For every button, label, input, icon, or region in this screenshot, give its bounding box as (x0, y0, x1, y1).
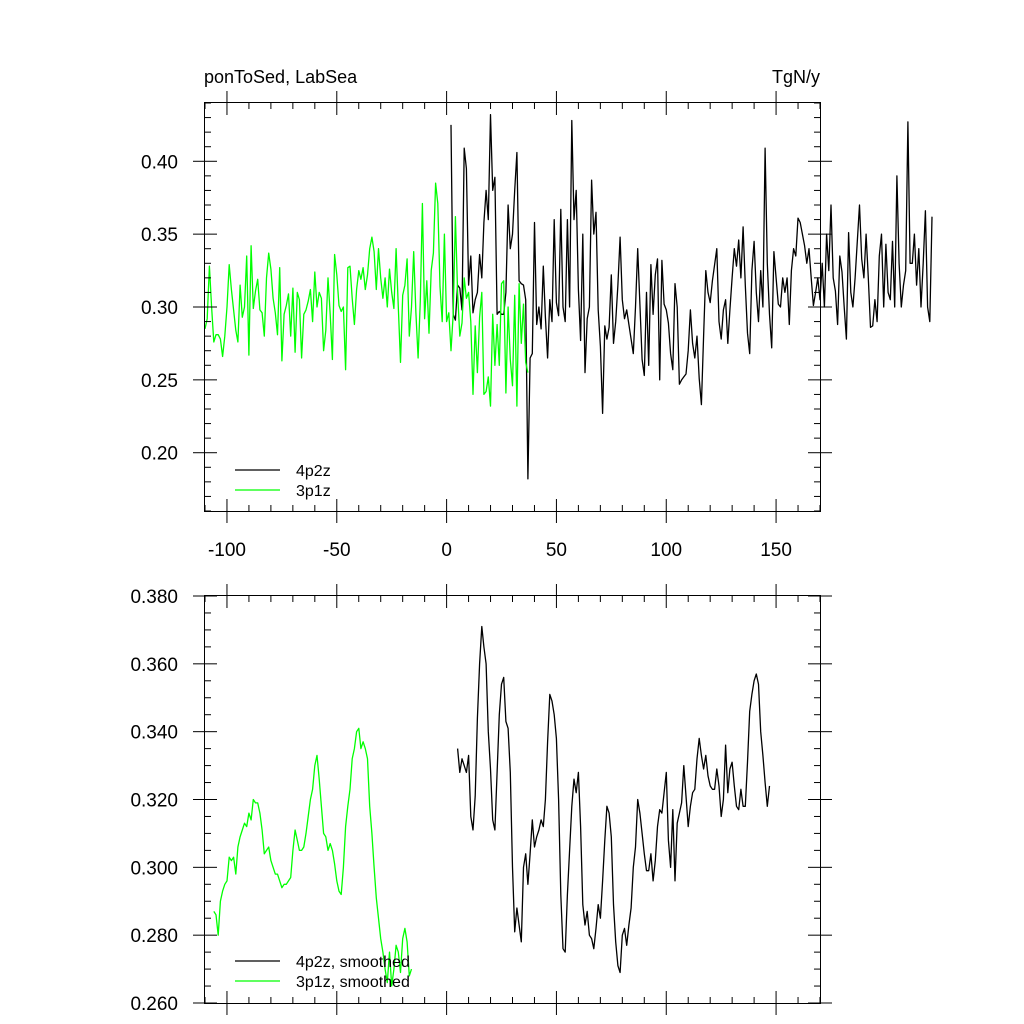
top-tick-labels: -100 -50 0 50 100 150 0.20 0.25 0.30 0.35 0.40 (141, 152, 792, 561)
x-tick-label: -100 (208, 540, 246, 561)
top-series-layer (204, 114, 933, 480)
series-line-0-1 (204, 182, 529, 407)
top-legend: 4p2z 3p1z (235, 463, 331, 500)
bottom-legend: 4p2z, smoothed 3p1z, smoothed (235, 954, 410, 991)
legend-label-4p2z: 4p2z (296, 463, 331, 480)
y-tick-label: 0.320 (130, 791, 178, 812)
y-tick-label: 0.260 (130, 994, 178, 1015)
x-tick-label: -50 (323, 540, 350, 561)
y-tick-label: 0.35 (141, 225, 178, 246)
y-tick-label: 0.300 (130, 858, 178, 879)
bottom-tick-labels: 0.260 0.280 0.300 0.320 0.340 0.360 0.380 (130, 587, 178, 1015)
legend-label-3p1z: 3p1z (296, 483, 331, 500)
top-chart-panel: ponToSed, LabSea TgN/y -100 -50 0 50 100 150 0… (141, 67, 933, 561)
bottom-chart-panel: 0.260 0.280 0.300 0.320 0.340 0.360 0.380 4p2z… (130, 584, 832, 1015)
y-tick-label: 0.360 (130, 655, 178, 676)
top-chart-left-title: ponToSed, LabSea (204, 67, 358, 87)
bottom-series-layer (213, 625, 771, 987)
x-tick-label: 0 (441, 540, 452, 561)
y-tick-label: 0.340 (130, 723, 178, 744)
y-tick-label: 0.280 (130, 926, 178, 947)
y-tick-label: 0.380 (130, 587, 178, 608)
top-plot-frame (204, 102, 821, 512)
series-line-1-0 (456, 625, 771, 974)
series-line-1-1 (213, 727, 413, 987)
legend-label-4p2z-smoothed: 4p2z, smoothed (296, 954, 410, 971)
bottom-ticks-layer (193, 584, 832, 1015)
x-tick-label: 50 (546, 540, 567, 561)
y-tick-label: 0.20 (141, 444, 178, 465)
legend-label-3p1z-smoothed: 3p1z, smoothed (296, 974, 410, 991)
x-tick-label: 150 (760, 540, 792, 561)
y-tick-label: 0.30 (141, 298, 178, 319)
top-chart-right-title: TgN/y (772, 67, 820, 87)
bottom-plot-frame (204, 595, 821, 1004)
series-line-0-0 (450, 114, 933, 480)
x-tick-label: 100 (650, 540, 682, 561)
y-tick-label: 0.40 (141, 152, 178, 173)
y-tick-label: 0.25 (141, 371, 178, 392)
